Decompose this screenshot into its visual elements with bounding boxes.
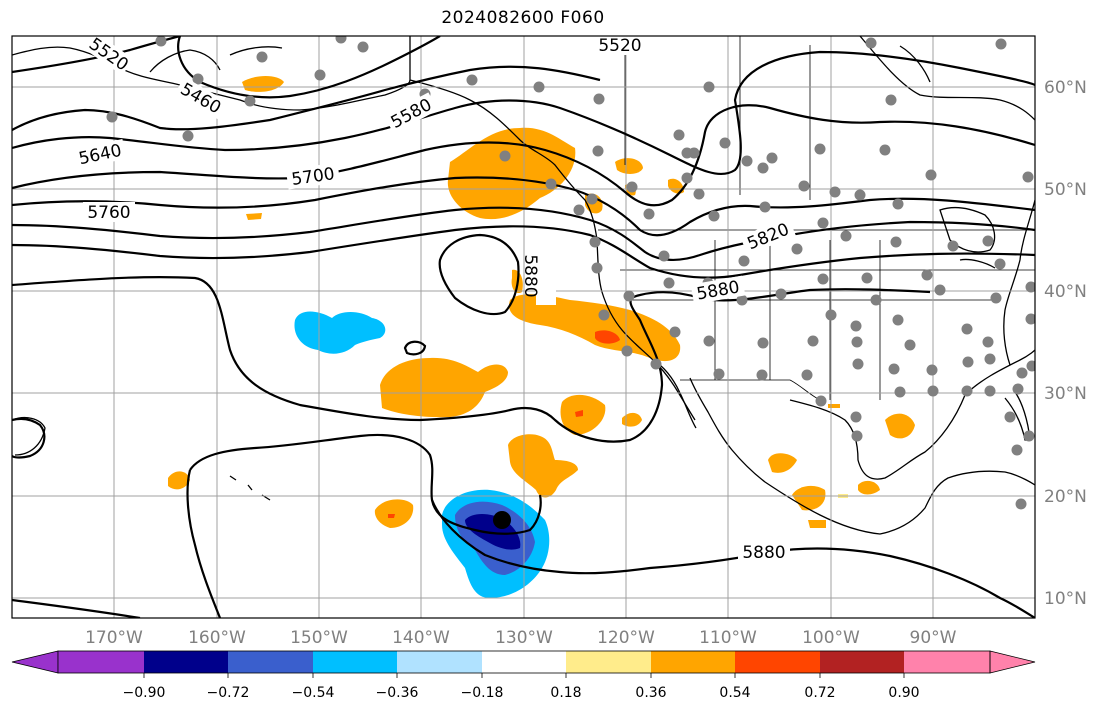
positive-anomaly-area xyxy=(242,76,284,92)
colorbar: −0.90 −0.72 −0.54 −0.36 −0.18 0.18 0.36 … xyxy=(11,650,1036,701)
colorbar-tick-label: 0.90 xyxy=(888,685,919,701)
positive-anomaly-area xyxy=(374,499,414,528)
lat-label: 10°N xyxy=(1044,589,1087,609)
contour-label: 5880 xyxy=(742,543,785,563)
colorbar-segment xyxy=(144,651,228,673)
contour-label: 5520 xyxy=(598,36,641,56)
contour-labels: 5520 5460 5520 5580 5640 5700 5760 5820 … xyxy=(73,36,796,563)
strong-positive-anomaly xyxy=(388,514,395,518)
positive-anomaly-area xyxy=(885,413,915,439)
positive-anomaly-area xyxy=(509,294,681,362)
strong-positive-anomaly xyxy=(575,410,583,417)
colorbar-segment xyxy=(904,651,990,673)
lon-label: 170°W xyxy=(85,628,143,648)
colorbar-segment xyxy=(397,651,482,673)
colorbar-segment xyxy=(735,651,820,673)
strong-positive-anomaly xyxy=(595,330,620,344)
lon-label: 130°W xyxy=(495,628,553,648)
colorbar-tick-label: 0.36 xyxy=(635,685,666,701)
lon-label: 160°W xyxy=(188,628,246,648)
positive-anomaly-area xyxy=(622,412,642,427)
colorbar-segment xyxy=(482,651,566,673)
positive-anomaly-area xyxy=(615,158,643,174)
colorbar-tick-label: −0.18 xyxy=(461,685,504,701)
negative-anomaly-area xyxy=(294,311,386,354)
colorbar-segment xyxy=(820,651,904,673)
lat-label: 40°N xyxy=(1044,282,1087,302)
positive-anomaly-area xyxy=(380,357,508,418)
lon-label: 120°W xyxy=(597,628,655,648)
colorbar-segment xyxy=(566,651,651,673)
latitude-labels: 60°N 50°N 40°N 30°N 20°N 10°N xyxy=(1044,78,1087,609)
map-border xyxy=(11,35,1036,619)
positive-anomaly-area xyxy=(858,480,880,495)
lon-label: 140°W xyxy=(392,628,450,648)
lon-label: 110°W xyxy=(699,628,757,648)
colorbar-segment xyxy=(651,651,735,673)
longitude-labels: 170°W 160°W 150°W 140°W 130°W 120°W 110°… xyxy=(85,628,957,648)
lon-label: 100°W xyxy=(802,628,860,648)
storm-center-marker xyxy=(493,511,511,529)
contour-label: 5760 xyxy=(87,203,130,223)
lat-label: 20°N xyxy=(1044,487,1087,507)
colorbar-tick-label: −0.72 xyxy=(207,685,250,701)
lon-label: 150°W xyxy=(290,628,348,648)
station-markers xyxy=(106,36,1035,510)
positive-anomaly-area xyxy=(668,178,684,194)
lat-label: 30°N xyxy=(1044,384,1087,404)
contour-label: 5880 xyxy=(520,254,540,297)
positive-anomaly-area xyxy=(246,213,262,220)
height-contours xyxy=(12,36,1035,618)
colorbar-tick-label: −0.54 xyxy=(292,685,335,701)
lat-label: 60°N xyxy=(1044,78,1087,98)
colorbar-segment xyxy=(228,651,313,673)
colorbar-segment xyxy=(989,650,1036,674)
colorbar-tick-label: −0.36 xyxy=(376,685,419,701)
colorbar-segment xyxy=(58,651,144,673)
colorbar-tick-label: 0.54 xyxy=(719,685,750,701)
positive-anomaly-area xyxy=(508,434,578,498)
positive-anomaly-area xyxy=(828,404,840,408)
map-title: 2024082600 F060 xyxy=(441,8,605,28)
positive-anomaly-area xyxy=(168,471,190,490)
colorbar-tick-label: −0.90 xyxy=(123,685,166,701)
positive-anomaly-area xyxy=(808,520,826,528)
lon-label: 90°W xyxy=(910,628,957,648)
lat-label: 50°N xyxy=(1044,180,1087,200)
colorbar-tick-label: 0.72 xyxy=(804,685,835,701)
colorbar-segment xyxy=(11,650,59,674)
positive-anomaly-area xyxy=(768,453,797,473)
colorbar-tick-label: 0.18 xyxy=(550,685,581,701)
colorbar-segment xyxy=(313,651,397,673)
